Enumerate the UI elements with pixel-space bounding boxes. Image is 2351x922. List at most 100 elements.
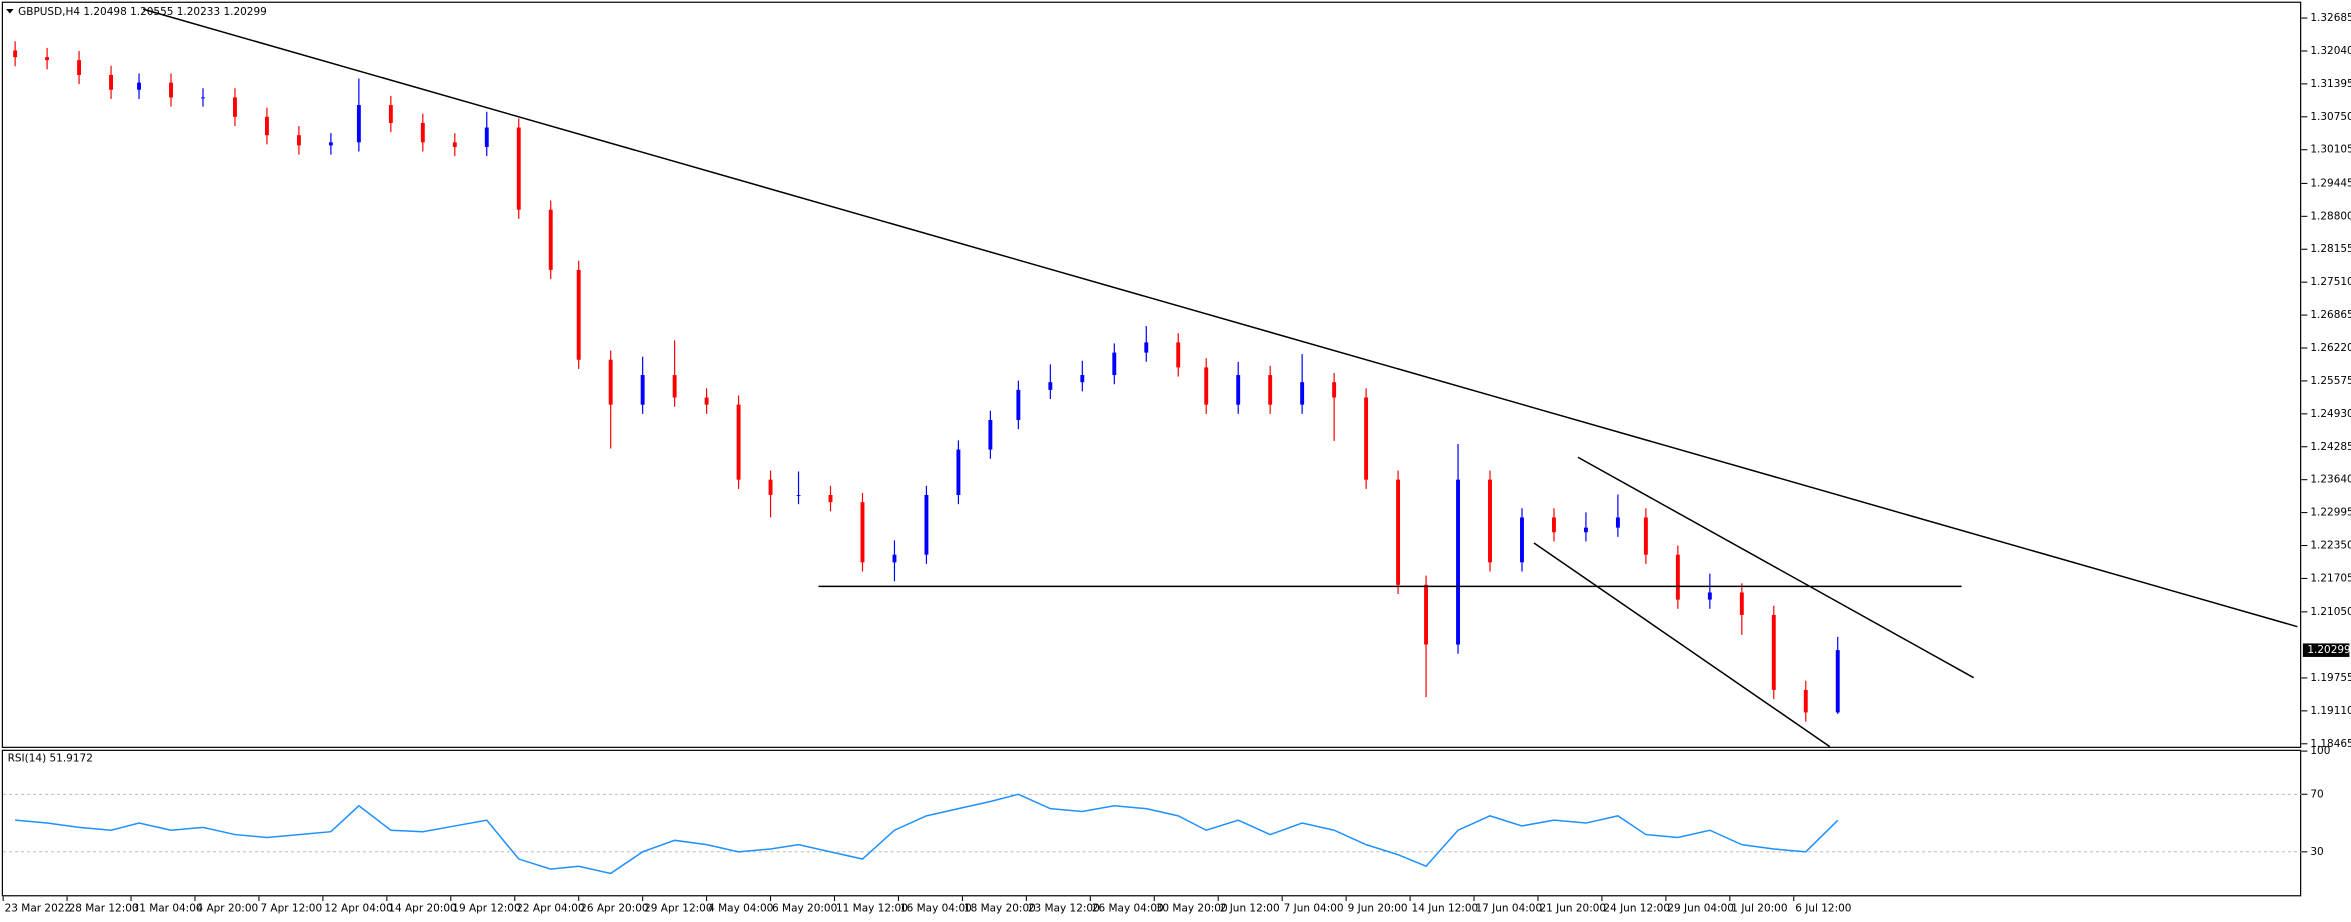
candle-body bbox=[420, 122, 425, 143]
x-tick-label: 31 Mar 04:00 bbox=[133, 903, 203, 915]
x-tick-label: 14 Apr 20:00 bbox=[388, 903, 456, 915]
y-tick-label: 1.31395 bbox=[2310, 78, 2351, 90]
candle-body bbox=[1048, 382, 1053, 390]
y-tick-label: 1.24285 bbox=[2310, 441, 2351, 453]
y-tick-label: 1.22350 bbox=[2310, 540, 2351, 552]
candle-body bbox=[233, 97, 237, 117]
rsi-title: RSI(14) 51.9172 bbox=[8, 753, 93, 765]
candle-body bbox=[1364, 397, 1369, 480]
candle-body bbox=[1300, 382, 1305, 405]
x-tick-label: 9 Jun 20:00 bbox=[1348, 903, 1408, 915]
candle-body bbox=[1583, 527, 1588, 533]
candle-body bbox=[1615, 517, 1620, 528]
current-price-box bbox=[2302, 643, 2350, 657]
x-tick-label: 29 Jun 04:00 bbox=[1667, 903, 1734, 915]
candle-body bbox=[608, 359, 613, 405]
y-tick-label: 1.32685 bbox=[2310, 12, 2351, 24]
y-tick-label: 1.24930 bbox=[2310, 408, 2351, 420]
candle-body bbox=[1707, 592, 1712, 600]
candle-body bbox=[704, 397, 709, 405]
candle-body bbox=[452, 142, 457, 147]
x-tick-label: 6 May 20:00 bbox=[772, 903, 837, 915]
x-tick-label: 23 Mar 2022 bbox=[5, 903, 71, 915]
candle-body bbox=[1552, 517, 1556, 533]
candle-body bbox=[1456, 479, 1460, 645]
candle-body bbox=[1144, 342, 1149, 353]
candle-body bbox=[576, 269, 581, 360]
x-tick-label: 6 Jul 12:00 bbox=[1795, 903, 1851, 915]
rsi-y-tick-label: 30 bbox=[2310, 846, 2323, 858]
y-tick-label: 1.30750 bbox=[2310, 111, 2351, 123]
x-tick-label: 17 Jun 04:00 bbox=[1476, 903, 1543, 915]
y-tick-label: 1.27510 bbox=[2310, 276, 2351, 288]
candle-body bbox=[892, 554, 897, 563]
x-tick-label: 30 May 20:00 bbox=[1156, 903, 1228, 915]
candle-body bbox=[768, 479, 773, 495]
candle-body bbox=[640, 375, 645, 405]
candle-body bbox=[988, 419, 993, 450]
x-tick-label: 16 May 04:00 bbox=[900, 903, 972, 915]
candle-body bbox=[1424, 584, 1429, 645]
candle-body bbox=[548, 209, 553, 270]
candle-body bbox=[1176, 342, 1181, 368]
candle-body bbox=[1204, 367, 1209, 405]
candle-body bbox=[1016, 389, 1021, 420]
y-tick-label: 1.26865 bbox=[2310, 309, 2351, 321]
candle-body bbox=[484, 127, 489, 147]
candle-body bbox=[45, 57, 50, 61]
x-tick-label: 14 Jun 12:00 bbox=[1412, 903, 1479, 915]
x-tick-label: 7 Jun 04:00 bbox=[1284, 903, 1344, 915]
candle-body bbox=[1112, 352, 1117, 376]
candle-body bbox=[1771, 614, 1776, 690]
candle-body bbox=[77, 60, 82, 75]
x-tick-label: 11 May 12:00 bbox=[836, 903, 908, 915]
rsi-y-tick-label: 100 bbox=[2310, 745, 2330, 757]
candle-body bbox=[1080, 375, 1085, 383]
candle-body bbox=[109, 74, 114, 90]
x-tick-label: 2 Jun 12:00 bbox=[1220, 903, 1280, 915]
x-tick-label: 19 Apr 12:00 bbox=[452, 903, 520, 915]
x-tick-label: 4 May 04:00 bbox=[708, 903, 773, 915]
y-tick-label: 1.22995 bbox=[2310, 507, 2351, 519]
rsi-y-tick-label: 70 bbox=[2310, 788, 2323, 800]
candle-body bbox=[1396, 479, 1401, 585]
candle-body bbox=[13, 50, 18, 58]
x-tick-label: 18 May 20:00 bbox=[964, 903, 1036, 915]
y-tick-label: 1.30105 bbox=[2310, 144, 2351, 156]
candle-body bbox=[137, 82, 141, 90]
trend-line bbox=[1577, 456, 1975, 679]
y-tick-label: 1.29445 bbox=[2310, 177, 2351, 189]
candle-body bbox=[296, 135, 301, 146]
candle-body bbox=[388, 105, 393, 123]
candle-body bbox=[264, 116, 269, 136]
x-tick-label: 4 Apr 20:00 bbox=[196, 903, 258, 915]
x-tick-label: 1 Jul 20:00 bbox=[1731, 903, 1787, 915]
candle-body bbox=[828, 494, 833, 503]
candle-body bbox=[1739, 592, 1744, 615]
candle-body bbox=[924, 494, 929, 555]
candle-body bbox=[1236, 375, 1241, 405]
x-tick-label: 24 Jun 12:00 bbox=[1603, 903, 1670, 915]
x-tick-label: 22 Apr 04:00 bbox=[516, 903, 584, 915]
menu-marker bbox=[6, 8, 14, 14]
y-tick-label: 1.21705 bbox=[2310, 572, 2351, 584]
candle-body bbox=[516, 127, 521, 210]
candle-body bbox=[1268, 375, 1273, 405]
candle-body bbox=[796, 494, 801, 496]
trend-line bbox=[1533, 542, 1831, 748]
trend-line bbox=[142, 8, 2298, 628]
x-tick-label: 29 Apr 12:00 bbox=[644, 903, 712, 915]
candle-body bbox=[736, 404, 741, 480]
rsi-line bbox=[15, 793, 1839, 875]
x-tick-label: 26 May 04:00 bbox=[1092, 903, 1164, 915]
candle-body bbox=[356, 105, 361, 143]
rsi-panel-frame bbox=[1, 749, 2302, 897]
y-tick-label: 1.18465 bbox=[2310, 738, 2351, 750]
x-tick-label: 26 Apr 20:00 bbox=[580, 903, 648, 915]
candle-body bbox=[672, 375, 677, 398]
candle-body bbox=[1803, 689, 1808, 713]
x-tick-label: 23 May 12:00 bbox=[1028, 903, 1100, 915]
candle-body bbox=[328, 142, 333, 146]
